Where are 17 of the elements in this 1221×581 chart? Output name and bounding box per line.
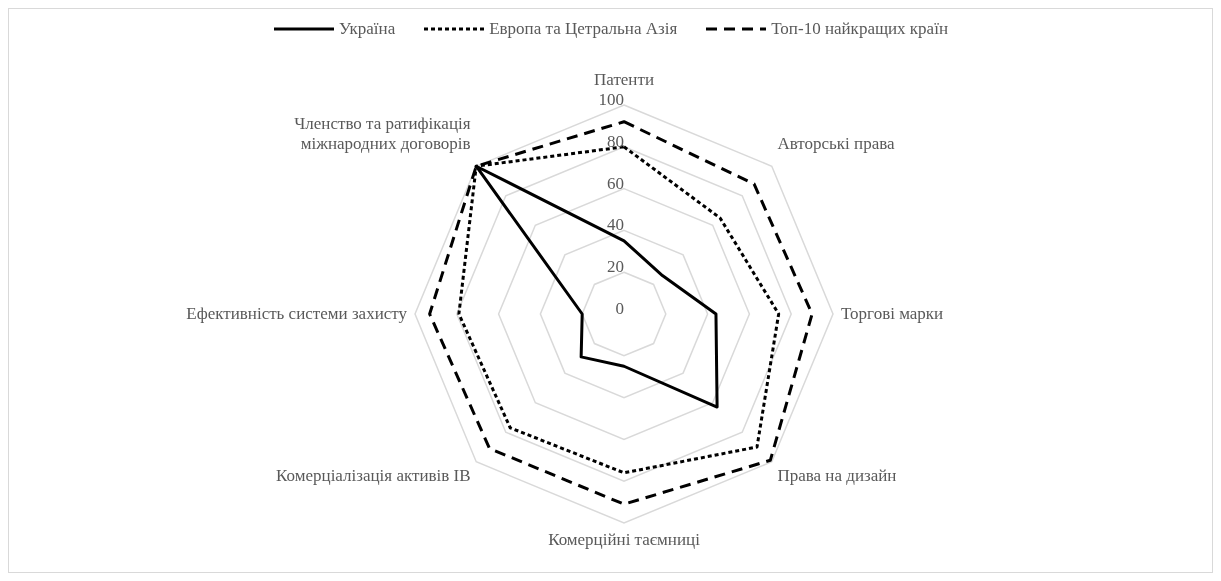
y-tick-label: 0 [615,299,624,318]
spoke-label: Ефективність системи захисту [186,304,408,323]
spoke-label: Патенти [594,70,654,89]
y-tick-label: 40 [607,215,624,235]
spoke-label: Комерційні таємниці [548,530,701,549]
y-tick-label: 20 [607,257,624,277]
y-tick-label: 100 [598,90,624,109]
legend-label: Топ-10 найкращих країн [771,19,948,39]
y-tick-label: 80 [607,131,624,151]
legend-label: Україна [338,19,396,39]
spoke-label: Авторські права [777,133,895,153]
spoke-label: Торгові марки [841,304,944,323]
spoke-label: Членство та ратифікація міжнародних договорів [294,113,471,153]
spoke-label: Права на дизайн [777,466,897,486]
y-tick-label: 60 [607,173,624,193]
legend-label: Европа та Цетральна Азія [489,19,678,39]
spoke-label: Комерціалізація активів ІВ [276,466,471,486]
